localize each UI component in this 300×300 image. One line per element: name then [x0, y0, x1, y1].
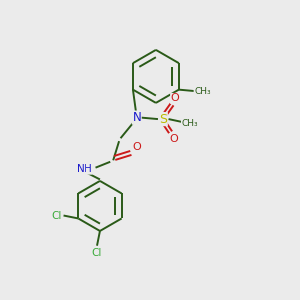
Text: N: N [132, 111, 141, 124]
Text: CH₃: CH₃ [182, 119, 198, 128]
Text: Cl: Cl [51, 211, 62, 220]
Text: O: O [132, 142, 141, 152]
Text: S: S [159, 112, 167, 126]
Text: H: H [84, 164, 92, 174]
Text: O: O [171, 94, 179, 103]
Text: O: O [169, 134, 178, 144]
Text: N: N [77, 164, 85, 174]
Text: Cl: Cl [92, 248, 102, 258]
Text: CH₃: CH₃ [194, 87, 211, 96]
